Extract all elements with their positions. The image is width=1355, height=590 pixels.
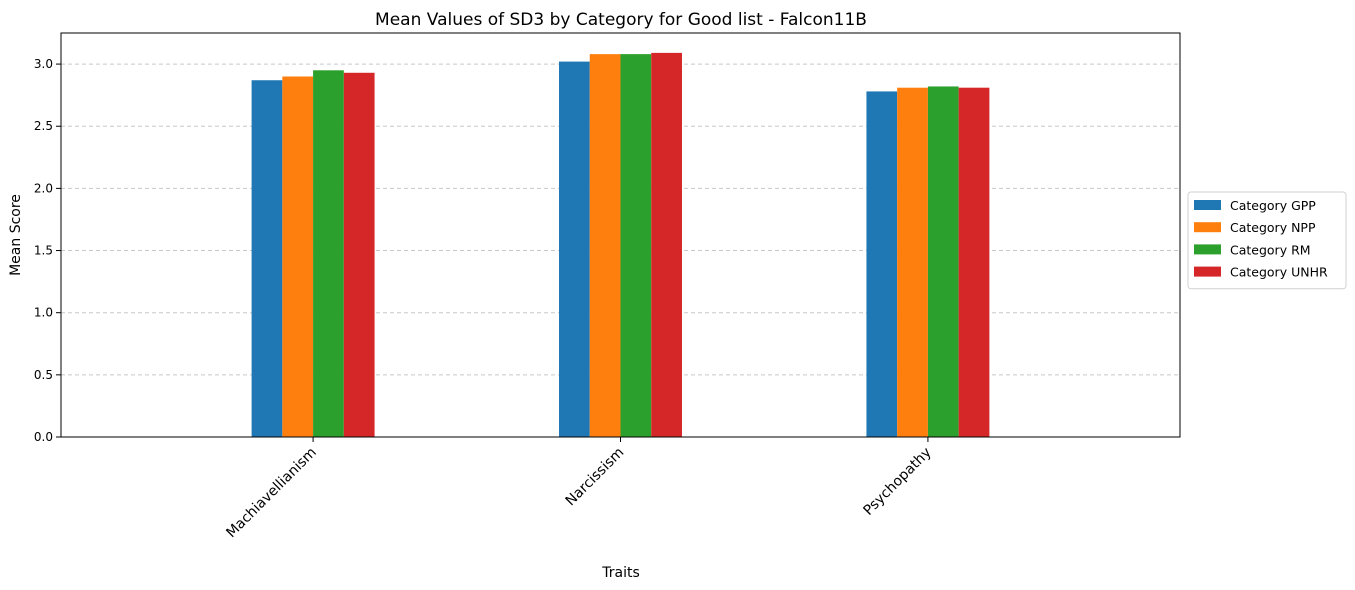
y-tick-label-2: 1.0 — [34, 306, 53, 320]
bar-narcissism-category-npp — [589, 54, 621, 437]
legend: Category GPP Category NPP Category RM Categ… — [1187, 191, 1347, 290]
bar-narcissism-category-unhr — [651, 52, 682, 438]
y-tick-label-1: 0.5 — [34, 368, 53, 382]
legend-swatch-category-unhr — [1194, 266, 1221, 277]
x-tick-label-machiavellianism: Machiavellianism — [223, 445, 320, 542]
bar-psychopathy-category-npp — [897, 87, 928, 438]
bar-machiavellianism-category-unhr — [343, 72, 375, 437]
bar-psychopathy-category-unhr — [958, 87, 990, 438]
x-tick-label-psychopathy: Psychopathy — [860, 445, 934, 519]
x-axis-label: Traits — [601, 565, 640, 581]
bar-psychopathy-category-gpp — [866, 91, 898, 437]
y-tick-label-4: 2.0 — [34, 181, 53, 195]
x-tick-label-narcissism: Narcissism — [563, 445, 628, 510]
legend-label-category-rm: Category RM — [1230, 242, 1311, 257]
bar-machiavellianism-category-rm — [313, 70, 344, 438]
bar-machiavellianism-category-npp — [282, 76, 314, 437]
legend-box — [1187, 191, 1347, 290]
y-ticks: 0.0 0.5 1.0 1.5 2.0 2.5 3.0 — [34, 57, 61, 444]
legend-label-category-gpp: Category GPP — [1230, 198, 1316, 213]
legend-swatch-category-npp — [1194, 222, 1221, 233]
legend-label-category-npp: Category NPP — [1230, 220, 1316, 235]
legend-label-category-unhr: Category UNHR — [1230, 265, 1328, 280]
bar-narcissism-category-gpp — [559, 61, 590, 438]
legend-swatch-category-rm — [1194, 244, 1221, 255]
y-tick-label-3: 1.5 — [34, 244, 53, 258]
legend-swatch-category-gpp — [1194, 200, 1221, 210]
y-tick-label-6: 3.0 — [34, 57, 53, 71]
y-tick-label-5: 2.5 — [34, 119, 53, 133]
y-axis-label: Mean Score — [8, 194, 24, 276]
chart-title: Mean Values of SD3 by Category for Good … — [375, 10, 867, 30]
bars — [251, 52, 990, 438]
x-ticks: Machiavellianism Narcissism Psychopathy — [223, 437, 935, 542]
bar-psychopathy-category-rm — [927, 86, 959, 438]
bar-machiavellianism-category-gpp — [251, 80, 283, 437]
bar-narcissism-category-rm — [620, 54, 652, 437]
y-tick-label-0: 0.0 — [34, 430, 53, 444]
